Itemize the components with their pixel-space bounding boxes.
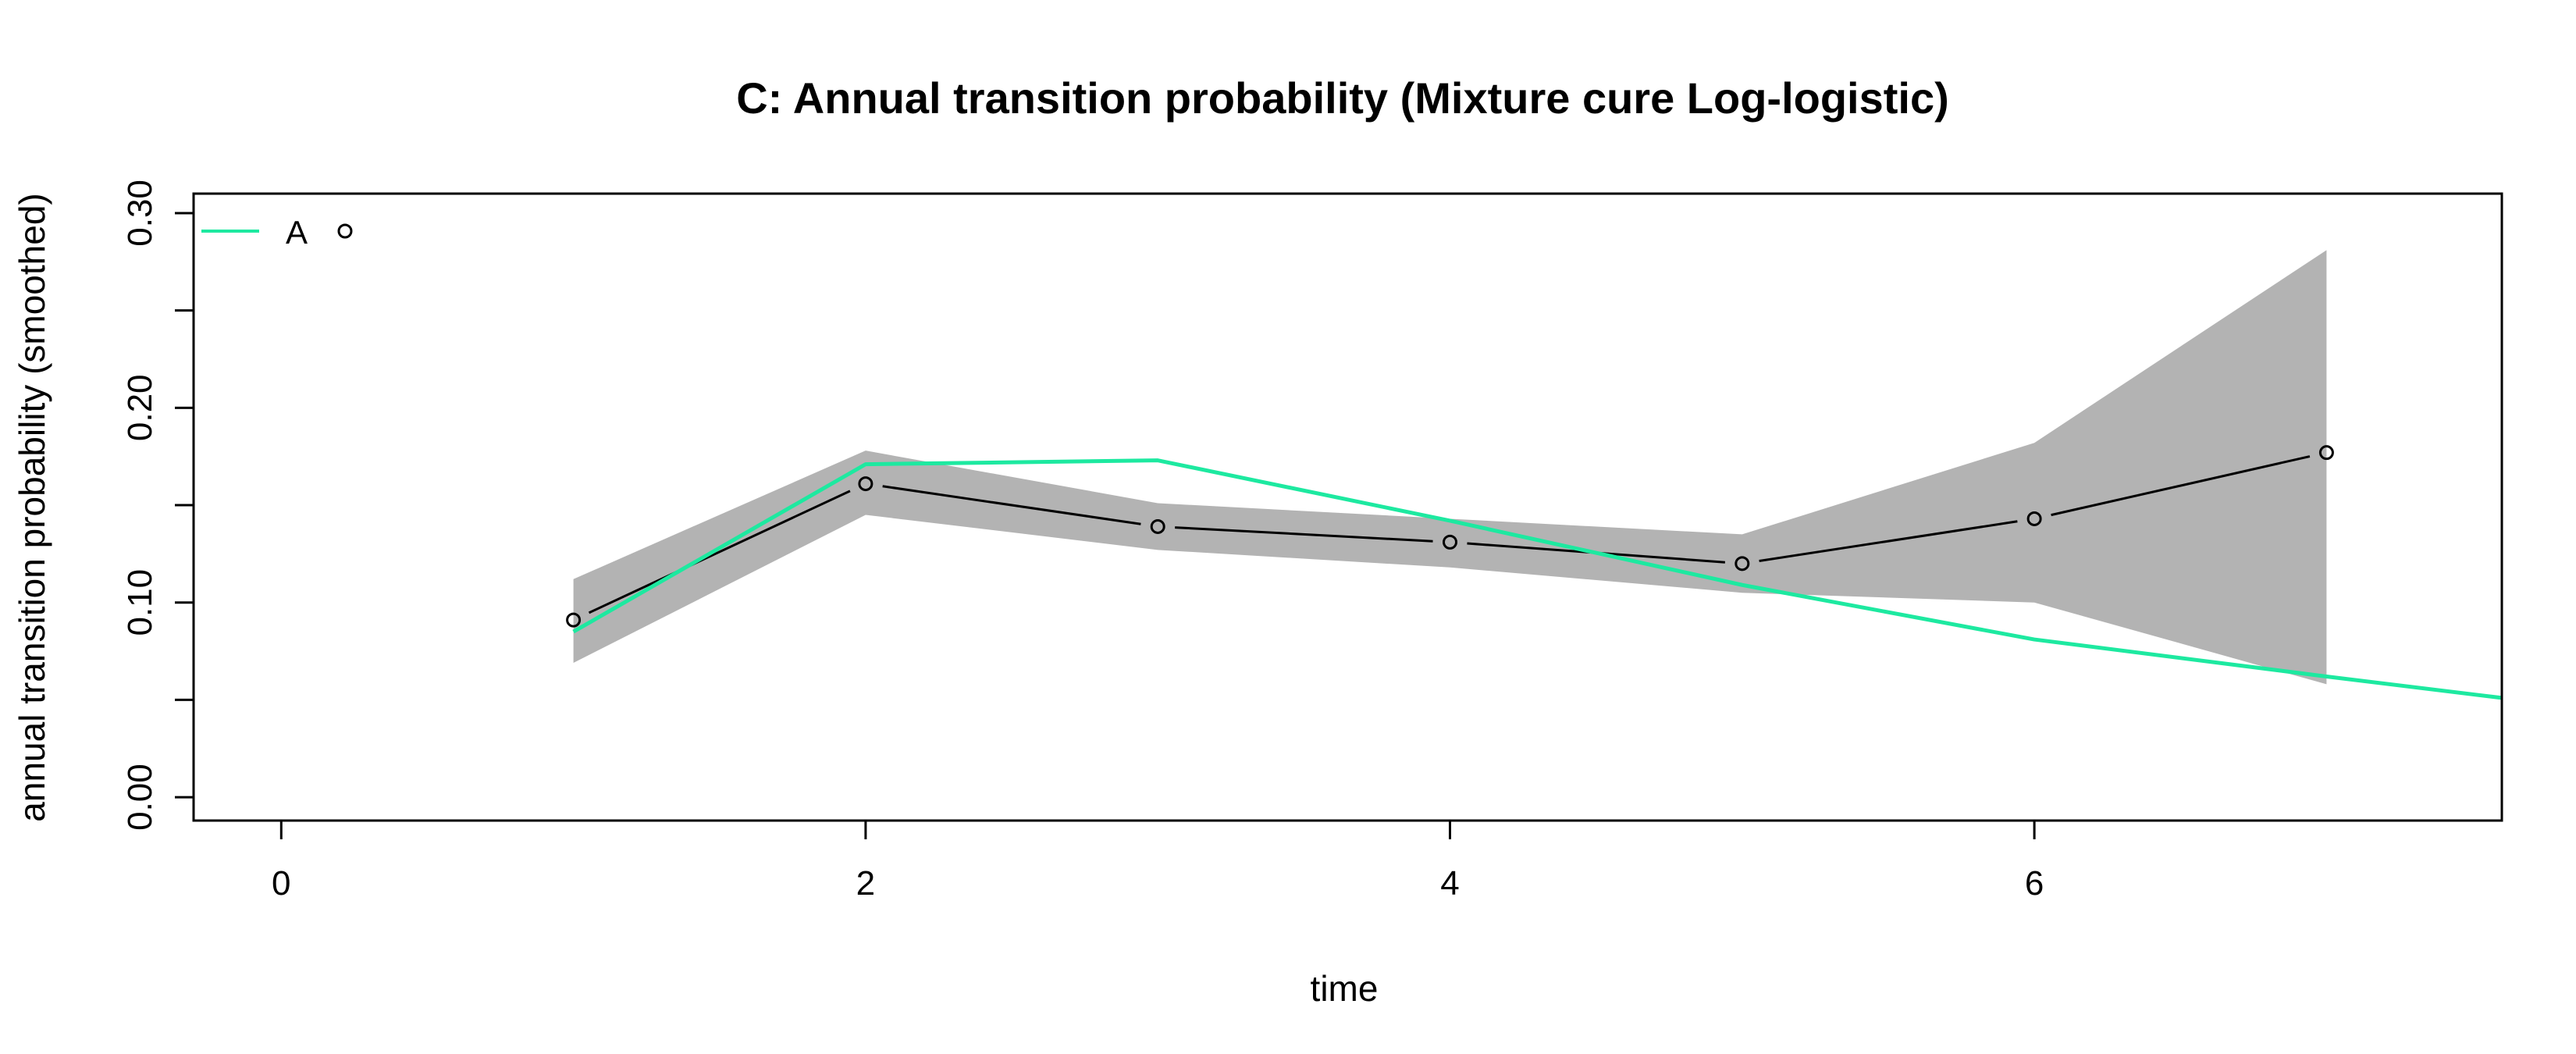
y-axis-label: annual transition probability (smoothed)	[12, 193, 52, 821]
legend: A	[201, 214, 353, 251]
observed-segment	[882, 485, 1141, 525]
fit-line-a	[572, 458, 2503, 700]
observed-series-layer	[566, 445, 2334, 628]
y-tick-label: 0.30	[121, 180, 159, 247]
confidence-band-layer	[573, 250, 2327, 685]
x-axis: 0 2 4 6	[272, 821, 2044, 903]
observed-point	[1443, 534, 1458, 550]
x-tick-label: 4	[1440, 864, 1459, 903]
chart-title: C: Annual transition probability (Mixtur…	[736, 73, 1949, 123]
observed-point	[1150, 518, 1165, 534]
confidence-band	[573, 250, 2327, 685]
y-axis: 0.00 0.10 0.20 0.30	[121, 180, 194, 831]
observed-point	[2026, 511, 2042, 526]
observed-segment	[1759, 520, 2018, 562]
x-tick-label: 0	[272, 864, 290, 903]
y-tick-label: 0.10	[121, 569, 159, 636]
observed-point	[858, 476, 873, 492]
fit-series-layer	[572, 458, 2503, 700]
y-tick-label: 0.00	[121, 764, 159, 831]
observed-point	[1735, 556, 1750, 572]
observed-segment	[1175, 526, 1433, 543]
observed-segment	[2051, 455, 2311, 517]
legend-point-symbol	[337, 223, 353, 239]
legend-label-a: A	[286, 214, 308, 251]
y-tick-label: 0.20	[121, 374, 159, 441]
plot-frame	[192, 192, 2503, 822]
observed-point	[566, 612, 582, 628]
observed-point	[2318, 445, 2334, 461]
x-tick-label: 6	[2025, 864, 2044, 903]
x-tick-label: 2	[856, 864, 875, 903]
x-axis-label: time	[1311, 968, 1379, 1009]
observed-segment	[588, 490, 851, 614]
